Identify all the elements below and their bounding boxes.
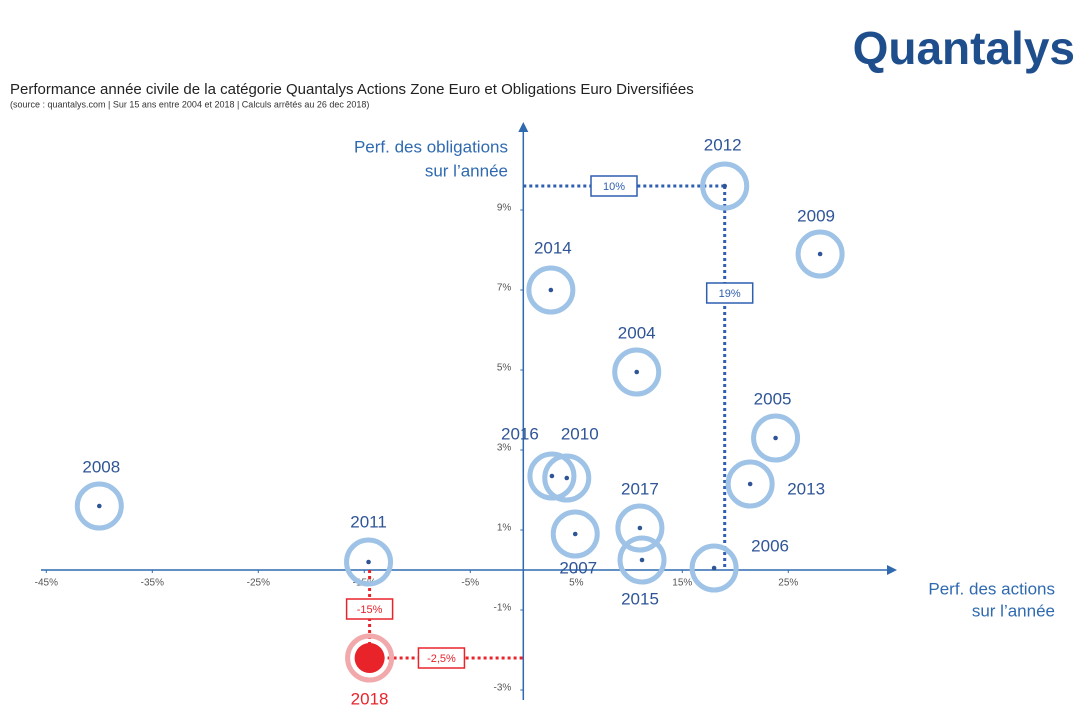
y-tick-label: -3% bbox=[494, 683, 512, 694]
chart-title: Performance année civile de la catégorie… bbox=[10, 81, 694, 98]
annotation: 10% bbox=[603, 181, 625, 193]
point-part bbox=[550, 509, 600, 559]
x-tick-label: -5% bbox=[461, 578, 479, 589]
point-part bbox=[700, 161, 750, 211]
point-part bbox=[345, 633, 395, 683]
annotation: 19% bbox=[719, 288, 741, 300]
point bbox=[689, 543, 739, 593]
x-tick-label: -45% bbox=[35, 578, 58, 589]
point-part bbox=[564, 475, 570, 481]
point-part bbox=[751, 413, 801, 463]
y-tick-label: -1% bbox=[494, 603, 512, 614]
point-part bbox=[366, 559, 371, 565]
point bbox=[700, 161, 750, 211]
point-label: 2011 bbox=[350, 512, 387, 531]
point-label: 2007 bbox=[559, 558, 597, 577]
y-tick-label: 7% bbox=[497, 283, 512, 294]
point-part bbox=[615, 503, 665, 553]
point-label: 2009 bbox=[797, 206, 835, 225]
point-label: 2005 bbox=[754, 389, 792, 408]
y-tick-label: 3% bbox=[497, 443, 512, 454]
point-part bbox=[548, 287, 554, 293]
y-axis-title: sur l’année bbox=[425, 161, 508, 180]
point-part bbox=[74, 481, 124, 531]
x-tick-label: 15% bbox=[672, 578, 692, 589]
point-label: 2014 bbox=[534, 238, 572, 257]
point-label: 2018 bbox=[351, 689, 389, 708]
point-part bbox=[722, 183, 727, 189]
point bbox=[344, 537, 394, 587]
point-part bbox=[747, 481, 753, 487]
point-label: 2004 bbox=[618, 323, 656, 342]
annotation-box bbox=[705, 282, 754, 304]
x-tick-label: 5% bbox=[569, 578, 584, 589]
point-label: 2006 bbox=[751, 536, 789, 555]
point bbox=[550, 509, 600, 559]
point bbox=[795, 229, 845, 279]
point bbox=[617, 535, 667, 585]
point-part bbox=[527, 451, 577, 501]
point-part bbox=[526, 265, 576, 315]
point-label: 2010 bbox=[561, 424, 599, 443]
annotation-box bbox=[417, 647, 466, 669]
point bbox=[526, 265, 576, 315]
point-part bbox=[795, 229, 845, 279]
point bbox=[527, 451, 577, 501]
x-tick-label: 25% bbox=[778, 578, 798, 589]
point bbox=[751, 413, 801, 463]
y-axis-title: Perf. des obligations bbox=[354, 137, 508, 156]
point-part bbox=[549, 473, 555, 479]
point bbox=[612, 347, 662, 397]
x-tick-label: -35% bbox=[141, 578, 164, 589]
annotation-box bbox=[590, 175, 638, 197]
annotation: -2,5% bbox=[427, 653, 456, 665]
point bbox=[615, 503, 665, 553]
point-part bbox=[639, 557, 645, 563]
point bbox=[74, 481, 124, 531]
point-part bbox=[617, 535, 667, 585]
point-part bbox=[817, 251, 823, 257]
annotation-box bbox=[345, 598, 394, 620]
point-part bbox=[637, 525, 643, 531]
point-part bbox=[542, 453, 592, 503]
y-tick-label: 9% bbox=[497, 203, 512, 214]
point-part bbox=[612, 347, 662, 397]
point-part bbox=[725, 459, 775, 509]
x-tick-label: -25% bbox=[247, 578, 270, 589]
point-label: 2016 bbox=[501, 424, 539, 443]
annotation: -15% bbox=[357, 604, 383, 616]
point-label: 2013 bbox=[787, 479, 825, 498]
point-label: 2012 bbox=[704, 135, 742, 154]
y-tick-label: 5% bbox=[497, 363, 512, 374]
point-part bbox=[354, 643, 385, 673]
x-axis-title: sur l’année bbox=[972, 601, 1055, 620]
point-part bbox=[344, 537, 394, 587]
point-part bbox=[689, 543, 739, 593]
point-part bbox=[634, 369, 640, 375]
x-axis-title: Perf. des actions bbox=[928, 579, 1055, 598]
point bbox=[345, 633, 395, 683]
chart-subtitle: (source : quantalys.com | Sur 15 ans ent… bbox=[10, 99, 369, 109]
point bbox=[725, 459, 775, 509]
x-axis-arrow bbox=[887, 565, 897, 575]
point-part bbox=[773, 435, 778, 441]
point-label: 2008 bbox=[82, 457, 120, 476]
point-part bbox=[711, 565, 717, 571]
brand-logo: Quantalys bbox=[853, 22, 1075, 74]
y-tick-label: 1% bbox=[497, 523, 512, 534]
point bbox=[542, 453, 592, 503]
point-label: 2015 bbox=[621, 589, 659, 608]
y-axis-arrow bbox=[518, 122, 529, 132]
point-label: 2017 bbox=[621, 479, 659, 498]
point-part bbox=[97, 503, 102, 509]
point-part bbox=[572, 531, 578, 537]
